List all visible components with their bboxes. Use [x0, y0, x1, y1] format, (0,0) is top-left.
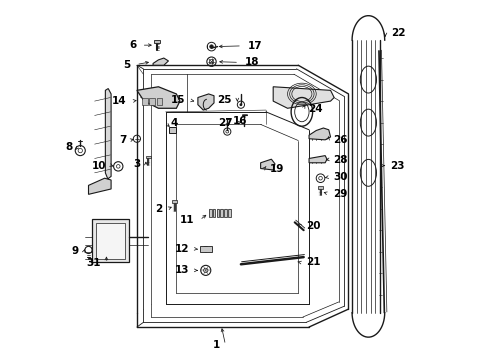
Text: 13: 13 — [174, 265, 188, 275]
Text: 29: 29 — [333, 189, 347, 199]
Text: 22: 22 — [390, 28, 405, 38]
Polygon shape — [220, 209, 223, 217]
Text: 17: 17 — [247, 41, 262, 51]
Polygon shape — [156, 98, 162, 105]
Polygon shape — [145, 156, 151, 158]
Text: 16: 16 — [233, 116, 247, 126]
Text: 30: 30 — [333, 172, 347, 182]
Circle shape — [239, 103, 242, 106]
Polygon shape — [308, 128, 330, 140]
Text: 19: 19 — [269, 163, 284, 174]
Polygon shape — [94, 89, 111, 189]
Text: 12: 12 — [174, 244, 188, 254]
Polygon shape — [318, 186, 322, 189]
Polygon shape — [212, 209, 215, 217]
Text: 23: 23 — [389, 161, 404, 171]
Text: 10: 10 — [92, 161, 106, 171]
Text: 14: 14 — [112, 96, 126, 106]
Text: 2: 2 — [155, 204, 162, 214]
Polygon shape — [216, 209, 219, 217]
Polygon shape — [199, 246, 212, 252]
Text: 5: 5 — [123, 59, 131, 69]
Text: 7: 7 — [119, 135, 126, 145]
Polygon shape — [172, 200, 177, 203]
Polygon shape — [260, 159, 274, 170]
Polygon shape — [154, 40, 160, 43]
Text: 28: 28 — [333, 154, 347, 165]
Polygon shape — [228, 209, 231, 217]
Polygon shape — [149, 98, 155, 105]
Text: 27: 27 — [218, 118, 233, 128]
Text: 18: 18 — [244, 57, 259, 67]
Text: 1: 1 — [212, 340, 220, 350]
Text: 4: 4 — [171, 118, 178, 128]
Text: 11: 11 — [180, 215, 194, 225]
Text: 21: 21 — [305, 257, 320, 267]
Text: 6: 6 — [129, 40, 136, 50]
Text: 8: 8 — [65, 142, 72, 152]
Text: 26: 26 — [333, 135, 347, 145]
Polygon shape — [88, 178, 111, 194]
Polygon shape — [96, 223, 125, 259]
Polygon shape — [308, 156, 326, 163]
Text: 24: 24 — [308, 104, 322, 114]
Text: 31: 31 — [86, 258, 101, 268]
Polygon shape — [137, 87, 180, 108]
Polygon shape — [273, 87, 333, 108]
Polygon shape — [169, 127, 176, 133]
Circle shape — [209, 45, 213, 48]
Text: 15: 15 — [170, 95, 185, 105]
Polygon shape — [92, 220, 129, 262]
Text: 20: 20 — [305, 221, 320, 231]
Polygon shape — [198, 94, 214, 110]
Text: 25: 25 — [217, 95, 231, 105]
Text: 9: 9 — [72, 246, 79, 256]
Polygon shape — [142, 98, 147, 105]
Text: 3: 3 — [133, 159, 140, 169]
Polygon shape — [208, 209, 211, 217]
Polygon shape — [224, 209, 227, 217]
Polygon shape — [153, 58, 168, 65]
